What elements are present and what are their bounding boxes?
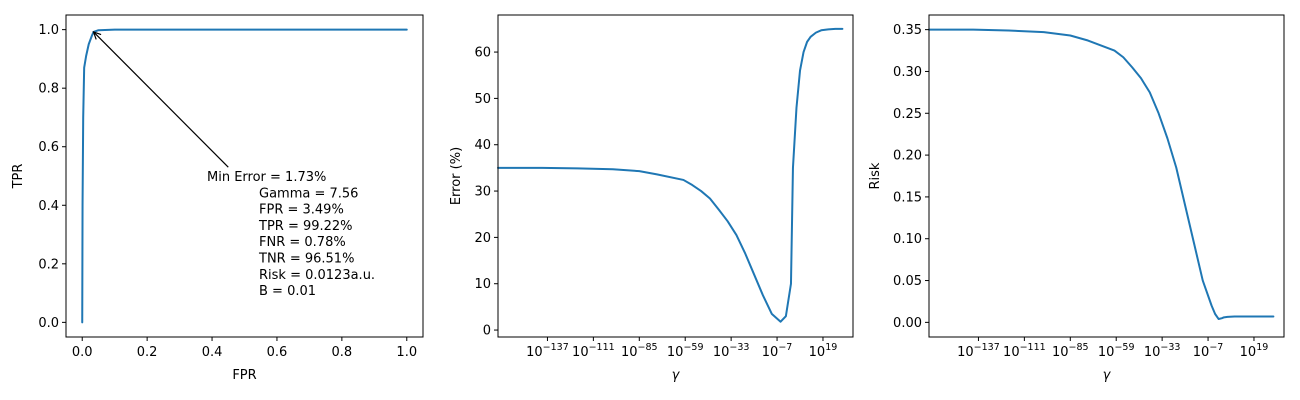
- y-axis-label: Risk: [868, 162, 883, 189]
- x-axis-label: FPR: [232, 368, 256, 383]
- y-tick-label: 50: [474, 92, 491, 107]
- series-line-0: [497, 27, 844, 323]
- annotation-line: TNR = 96.51%: [258, 252, 354, 267]
- x-tick-label: 10−111: [1003, 342, 1046, 360]
- x-tick-label: 10−59: [667, 342, 704, 360]
- x-axis-label: γ: [1103, 368, 1112, 383]
- y-tick-label: 0.15: [893, 190, 922, 205]
- x-tick-label: 10−85: [621, 342, 658, 360]
- y-tick-label: 10: [474, 277, 491, 292]
- y-tick-label: 0.6: [38, 140, 59, 155]
- y-tick-label: 0.10: [893, 232, 922, 247]
- x-tick-label: 10−111: [572, 342, 615, 360]
- x-tick-label: 1019: [809, 342, 838, 360]
- y-tick-label: 0.4: [38, 199, 59, 214]
- y-axis-label: Error (%): [449, 147, 464, 205]
- y-tick-label: 0.00: [893, 316, 922, 331]
- x-tick-label: 10−85: [1052, 342, 1089, 360]
- x-tick-label: 10−7: [762, 342, 793, 360]
- y-tick-label: 0.0: [38, 316, 59, 331]
- x-tick-label: 10−59: [1098, 342, 1135, 360]
- y-tick-label: 0: [483, 324, 491, 339]
- series-line-0: [81, 28, 408, 324]
- y-tick-label: 20: [474, 231, 491, 246]
- annotation-line: B = 0.01: [259, 284, 316, 299]
- x-tick-label: 10−137: [957, 342, 1000, 360]
- annotation-line: FNR = 0.78%: [259, 235, 346, 250]
- y-tick-label: 1.0: [38, 23, 59, 38]
- axes-frame: [928, 14, 1285, 338]
- x-tick-label: 0.8: [332, 345, 353, 360]
- y-tick-label: 0.20: [893, 149, 922, 164]
- risk-vs-gamma-panel: 10−137 10−111 10−85 10−59 10−33 10−7 1019 0.00 0…: [868, 14, 1285, 383]
- x-tick-label: 10−7: [1193, 342, 1224, 360]
- y-tick-label: 60: [474, 46, 491, 61]
- annotation-line: Min Error = 1.73%: [207, 170, 326, 185]
- x-tick-label: 1.0: [396, 345, 417, 360]
- x-tick-label: 0.2: [137, 345, 158, 360]
- annotation-line: TPR = 99.22%: [258, 219, 353, 234]
- error-vs-gamma-panel: 10−137 10−111 10−85 10−59 10−33 10−7 1019 0 10 20…: [449, 14, 854, 383]
- x-tick-label: 10−33: [1144, 342, 1181, 360]
- x-tick-label: 10−137: [526, 342, 569, 360]
- axes-frame: [497, 14, 854, 338]
- annotation-line: FPR = 3.49%: [259, 203, 344, 218]
- y-tick-label: 0.35: [893, 23, 922, 38]
- roc-curve-panel: 0.0 0.2 0.4 0.6 0.8 1.0 0.0 0.2 0.4 0.6 0.8 1.0 FPR T…: [11, 14, 424, 383]
- annotation-arrowhead: [92, 30, 102, 40]
- x-tick-label: 0.6: [267, 345, 288, 360]
- y-tick-label: 40: [474, 138, 491, 153]
- x-axis-label: γ: [672, 368, 681, 383]
- x-tick-label: 1019: [1240, 342, 1269, 360]
- y-tick-label: 30: [474, 185, 491, 200]
- x-tick-label: 0.4: [202, 345, 223, 360]
- axes-frame: [65, 14, 424, 338]
- annotation-line: Risk = 0.0123a.u.: [259, 268, 375, 283]
- y-tick-label: 0.8: [38, 82, 59, 97]
- annotation-arrow: [93, 31, 229, 168]
- y-tick-label: 0.30: [893, 65, 922, 80]
- annotation-line: Gamma = 7.56: [259, 186, 358, 201]
- y-tick-label: 0.05: [893, 274, 922, 289]
- series-line-0: [928, 28, 1275, 321]
- x-tick-label: 10−33: [713, 342, 750, 360]
- y-tick-label: 0.25: [893, 107, 922, 122]
- y-axis-label: TPR: [11, 164, 26, 190]
- x-tick-label: 0.0: [72, 345, 93, 360]
- y-tick-label: 0.2: [38, 257, 59, 272]
